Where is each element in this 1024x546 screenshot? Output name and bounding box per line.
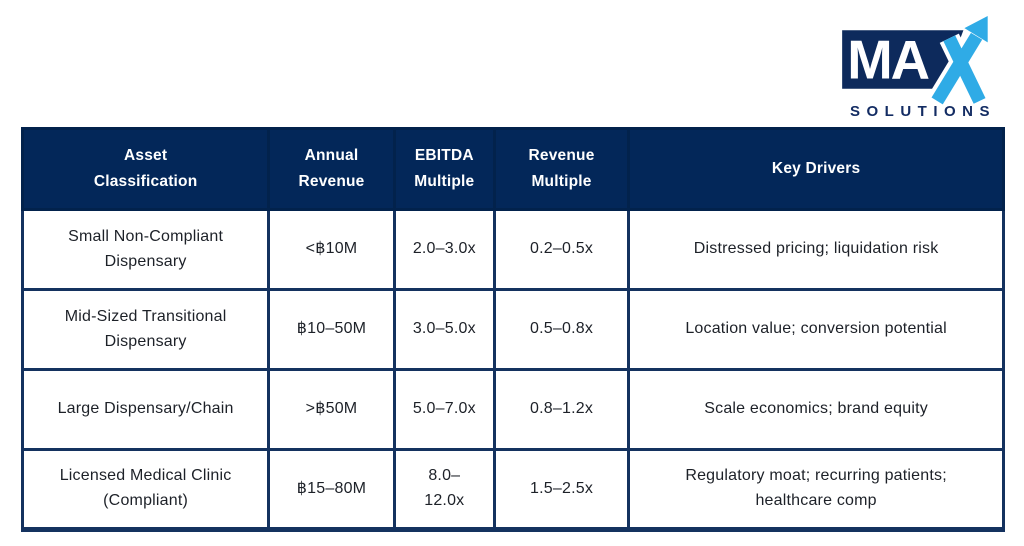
max-solutions-logo: MA SOLUTIONS — [842, 12, 1004, 120]
column-header-ebitda-multiple: EBITDA Multiple — [392, 127, 496, 211]
cell-asset-classification: Licensed Medical Clinic (Compliant) — [20, 448, 271, 532]
cell-asset-classification: Mid-Sized Transitional Dispensary — [20, 288, 271, 371]
cell-key-drivers: Regulatory moat; recurring patients; hea… — [627, 448, 1005, 532]
cell-key-drivers: Location value; conversion potential — [627, 288, 1005, 371]
cell-key-drivers: Distressed pricing; liquidation risk — [627, 208, 1005, 291]
asset-valuation-table: Asset Classification Annual Revenue EBIT… — [20, 127, 1005, 532]
cell-ebitda-multiple: 3.0–5.0x — [392, 288, 496, 371]
cell-ebitda-multiple: 5.0–7.0x — [392, 368, 496, 451]
cell-ebitda-multiple: 8.0– 12.0x — [392, 448, 496, 532]
cell-asset-classification: Large Dispensary/Chain — [20, 368, 271, 451]
header-row: Asset Classification Annual Revenue EBIT… — [20, 127, 1005, 211]
cell-ebitda-multiple: 2.0–3.0x — [392, 208, 496, 291]
logo-solutions-text: SOLUTIONS — [849, 103, 996, 120]
logo-ma-text: MA — [847, 30, 928, 91]
cell-revenue-multiple: 1.5–2.5x — [492, 448, 631, 532]
cell-annual-revenue: >฿50M — [267, 368, 396, 451]
table-row: Licensed Medical Clinic (Compliant) ฿15–… — [20, 448, 1005, 532]
logo-mark: MA — [842, 16, 990, 107]
valuation-table-container: Asset Classification Annual Revenue EBIT… — [20, 127, 1005, 532]
logo-x-strokes — [931, 32, 986, 105]
column-header-annual-revenue: Annual Revenue — [267, 127, 396, 211]
logo-navy-box — [842, 30, 964, 89]
cell-revenue-multiple: 0.5–0.8x — [492, 288, 631, 371]
column-header-asset-classification: Asset Classification — [20, 127, 271, 211]
growth-arrow-icon — [964, 16, 988, 43]
table-row: Small Non-Compliant Dispensary <฿10M 2.0… — [20, 208, 1005, 291]
table-row: Mid-Sized Transitional Dispensary ฿10–50… — [20, 288, 1005, 371]
column-header-revenue-multiple: Revenue Multiple — [492, 127, 631, 211]
cell-key-drivers: Scale economics; brand equity — [627, 368, 1005, 451]
cell-revenue-multiple: 0.2–0.5x — [492, 208, 631, 291]
cell-asset-classification: Small Non-Compliant Dispensary — [20, 208, 271, 291]
cell-annual-revenue: ฿10–50M — [267, 288, 396, 371]
column-header-key-drivers: Key Drivers — [627, 127, 1005, 211]
cell-annual-revenue: <฿10M — [267, 208, 396, 291]
cell-revenue-multiple: 0.8–1.2x — [492, 368, 631, 451]
cell-annual-revenue: ฿15–80M — [267, 448, 396, 532]
table-row: Large Dispensary/Chain >฿50M 5.0–7.0x 0.… — [20, 368, 1005, 451]
